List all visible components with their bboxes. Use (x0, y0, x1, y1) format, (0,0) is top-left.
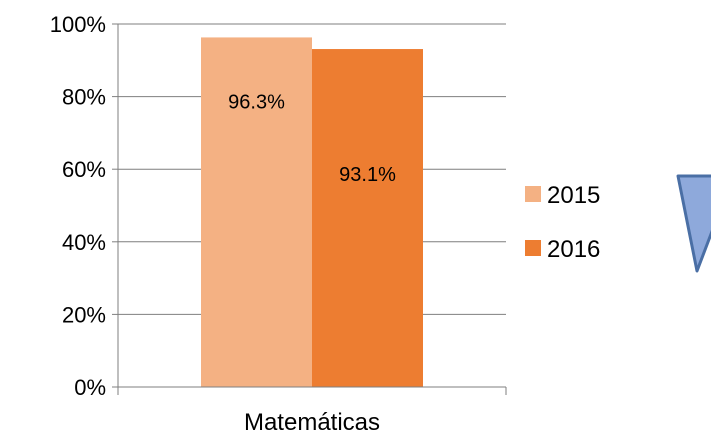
y-tick-label: 40% (62, 230, 106, 255)
y-tick-label: 60% (62, 157, 106, 182)
legend-label-2016: 2016 (547, 236, 600, 263)
legend-swatch-2015 (525, 186, 541, 202)
legend-swatch-2016 (525, 240, 541, 256)
down-triangle-icon (676, 174, 711, 273)
y-tick-label: 0% (74, 375, 106, 400)
bar-2015 (201, 37, 312, 387)
data-label-2016: 93.1% (339, 164, 396, 186)
bar-2016 (312, 49, 423, 388)
decoration (676, 174, 711, 273)
data-labels: 96.3% 93.1% (228, 92, 396, 187)
x-category-label: Matemáticas (244, 409, 380, 436)
data-label-2015: 96.3% (228, 92, 285, 114)
legend: 2015 2016 (525, 182, 600, 263)
y-tick-label: 100% (50, 12, 106, 37)
axes: 0% 20% 40% 60% 80% 100% Matemáticas (50, 12, 507, 436)
bars (201, 37, 423, 388)
legend-label-2015: 2015 (547, 182, 600, 209)
y-tick-label: 20% (62, 302, 106, 327)
y-tick-label: 80% (62, 85, 106, 110)
